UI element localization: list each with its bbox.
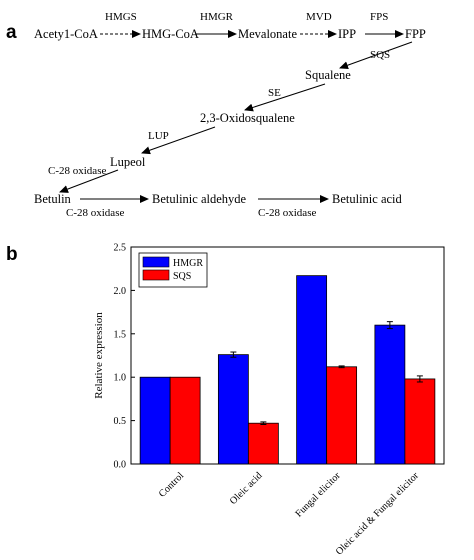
y-tick-label: 0.0 [114, 460, 127, 471]
bar-hmgr-3 [374, 324, 406, 465]
y-axis-label: Relative expression [93, 312, 105, 399]
node-mevalonate: Mevalonate [238, 27, 297, 41]
panel-b-label: b [6, 244, 18, 265]
y-tick-label: 2.0 [114, 286, 127, 297]
bar-sqs-3 [404, 378, 436, 465]
legend-label-sqs: SQS [173, 271, 191, 282]
bar-hmgr-1 [217, 354, 249, 465]
pathway-diagram: a HMGS HMGR MVD FPS Acety1-CoA HMG-CoA M… [6, 11, 426, 219]
enzyme-mvd: MVD [306, 11, 332, 23]
arrow-se [244, 83, 326, 112]
node-hmg-coa: HMG-CoA [142, 27, 199, 41]
arrow-c28-1 [59, 169, 119, 193]
node-lupeol: Lupeol [110, 155, 146, 169]
legend-swatch-hmgr [142, 256, 170, 268]
enzyme-c28-1: C-28 oxidase [48, 165, 106, 177]
node-oxidosqualene: 2,3-Oxidosqualene [200, 111, 295, 125]
node-betulinic-acid: Betulinic acid [332, 192, 403, 206]
enzyme-se: SE [268, 87, 281, 99]
enzyme-c28-2: C-28 oxidase [66, 207, 124, 219]
node-betulin: Betulin [34, 192, 72, 206]
bar-hmgr-0 [139, 376, 171, 465]
bar-sqs-2 [326, 366, 358, 465]
x-category-label: Oleic acid & Fungal elicitor [334, 470, 422, 558]
legend-label-hmgr: HMGR [173, 258, 203, 269]
y-tick-label: 1.5 [114, 329, 127, 340]
node-acetyl-coa: Acety1-CoA [34, 27, 98, 41]
panel-a-label: a [6, 22, 17, 43]
bar-sqs-1 [247, 422, 279, 465]
bar-hmgr-2 [296, 275, 328, 465]
arrow-sqs [339, 41, 413, 70]
bar-chart: 0.0 0.5 1.0 1.5 2.0 2.5 Relative expression Con… [93, 243, 445, 558]
x-category-label: Oleic acid [228, 470, 265, 507]
node-fpp: FPP [405, 27, 426, 41]
enzyme-hmgr: HMGR [200, 11, 234, 23]
y-tick-label: 2.5 [114, 243, 127, 254]
enzyme-c28-3: C-28 oxidase [258, 207, 316, 219]
node-betulinic-aldehyde: Betulinic aldehyde [152, 192, 247, 206]
x-category-label: Fungal elicitor [294, 470, 344, 520]
enzyme-fps: FPS [370, 11, 388, 23]
x-category-label: Control [157, 470, 187, 500]
node-ipp: IPP [338, 27, 356, 41]
y-tick-label: 0.5 [114, 416, 127, 427]
node-squalene: Squalene [305, 68, 351, 82]
y-tick-label: 1.0 [114, 373, 127, 384]
plot-frame [130, 246, 445, 465]
enzyme-hmgs: HMGS [105, 11, 137, 23]
legend-swatch-sqs [142, 269, 170, 281]
enzyme-lup: LUP [148, 130, 169, 142]
arrow-lup [141, 126, 216, 155]
bar-sqs-0 [169, 376, 201, 465]
